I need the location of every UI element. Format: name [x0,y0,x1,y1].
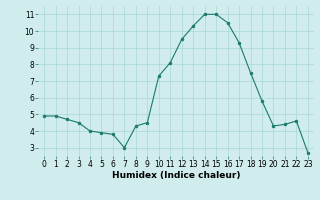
X-axis label: Humidex (Indice chaleur): Humidex (Indice chaleur) [112,171,240,180]
